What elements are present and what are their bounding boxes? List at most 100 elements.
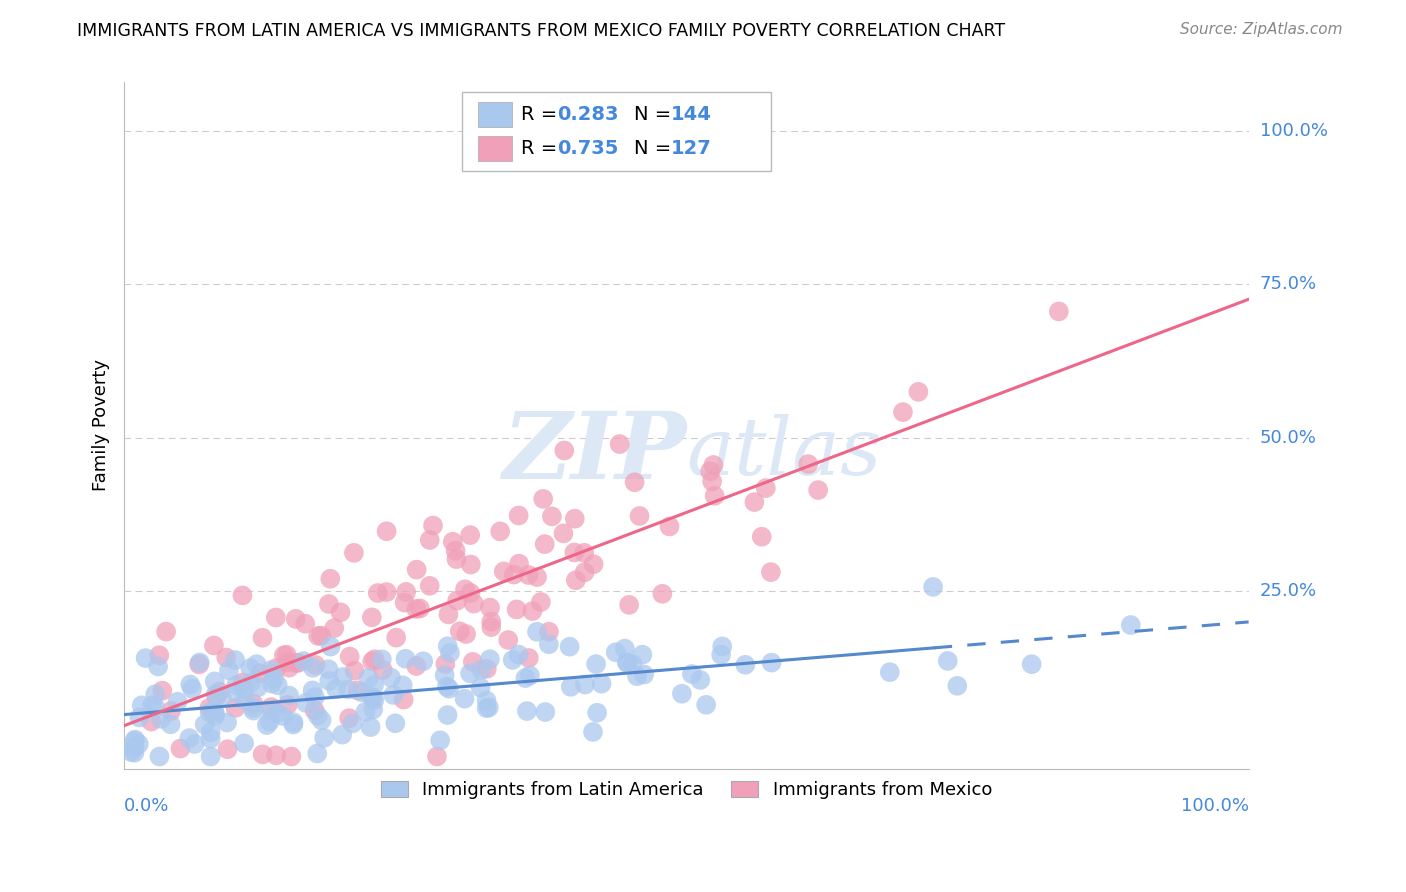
Point <box>242 704 264 718</box>
Point <box>489 524 512 539</box>
Point <box>218 664 240 678</box>
Point <box>565 573 588 587</box>
Point <box>292 654 315 668</box>
Point <box>198 701 221 715</box>
Point <box>332 670 354 684</box>
Point <box>422 518 444 533</box>
Point <box>446 552 468 566</box>
Point <box>148 749 170 764</box>
Point <box>337 682 360 697</box>
Text: R =: R = <box>522 139 564 158</box>
Point <box>287 656 309 670</box>
Text: 100.0%: 100.0% <box>1260 122 1327 140</box>
Point <box>1021 657 1043 672</box>
Point <box>259 714 281 729</box>
Point <box>242 700 264 714</box>
Point <box>384 716 406 731</box>
Point <box>224 653 246 667</box>
Point <box>517 568 540 582</box>
Text: R =: R = <box>522 105 564 124</box>
Point <box>586 706 609 720</box>
Point <box>339 649 361 664</box>
Point <box>252 747 274 762</box>
Point <box>179 731 201 745</box>
Text: IMMIGRANTS FROM LATIN AMERICA VS IMMIGRANTS FROM MEXICO FAMILY POVERTY CORRELATI: IMMIGRANTS FROM LATIN AMERICA VS IMMIGRA… <box>77 22 1005 40</box>
Point <box>225 678 247 692</box>
Point <box>479 620 502 634</box>
Point <box>273 648 295 663</box>
Point <box>266 661 288 675</box>
Point <box>394 652 416 666</box>
FancyBboxPatch shape <box>478 136 512 161</box>
Point <box>181 681 204 696</box>
Point <box>609 437 631 451</box>
Point <box>302 661 325 675</box>
Point <box>128 710 150 724</box>
Point <box>631 648 654 662</box>
Point <box>699 464 721 478</box>
Point <box>204 706 226 721</box>
Point <box>294 616 316 631</box>
Point <box>458 666 481 681</box>
Point <box>553 443 575 458</box>
Point <box>470 681 492 695</box>
Point <box>436 639 458 653</box>
Point <box>128 737 150 751</box>
Point <box>200 731 222 746</box>
Point <box>166 695 188 709</box>
Point <box>553 526 575 541</box>
Point <box>617 598 640 612</box>
Point <box>224 701 246 715</box>
Point <box>194 717 217 731</box>
Point <box>460 586 482 600</box>
Point <box>266 706 288 720</box>
Point <box>419 579 441 593</box>
Point <box>215 650 238 665</box>
Point <box>537 624 560 639</box>
Text: N =: N = <box>634 105 678 124</box>
Point <box>363 693 385 707</box>
Point <box>537 637 560 651</box>
Point <box>120 745 142 759</box>
Point <box>478 652 501 666</box>
Point <box>533 537 555 551</box>
Point <box>492 565 515 579</box>
Point <box>385 631 408 645</box>
Point <box>124 746 146 760</box>
Point <box>479 600 502 615</box>
Point <box>922 580 945 594</box>
Point <box>202 704 225 718</box>
Point <box>419 533 441 547</box>
Point <box>239 661 262 675</box>
Point <box>329 605 352 619</box>
Point <box>700 475 723 489</box>
Point <box>703 489 725 503</box>
Point <box>458 528 481 542</box>
Point <box>256 718 278 732</box>
Text: 100.0%: 100.0% <box>1181 797 1249 814</box>
Point <box>626 669 648 683</box>
Point <box>456 627 478 641</box>
Point <box>278 661 301 675</box>
Point <box>295 696 318 710</box>
Point <box>391 678 413 692</box>
Point <box>150 683 173 698</box>
FancyBboxPatch shape <box>478 102 512 128</box>
Point <box>318 597 340 611</box>
Point <box>204 674 226 689</box>
Point <box>444 543 467 558</box>
Point <box>183 737 205 751</box>
Point <box>744 495 766 509</box>
Point <box>143 687 166 701</box>
Point <box>797 457 820 471</box>
Point <box>364 652 387 666</box>
Point <box>755 481 778 495</box>
Point <box>508 557 530 571</box>
Point <box>361 691 384 706</box>
Point <box>1047 304 1070 318</box>
Point <box>891 405 914 419</box>
Point <box>202 639 225 653</box>
Point <box>517 651 540 665</box>
Point <box>475 693 498 707</box>
Point <box>231 588 253 602</box>
